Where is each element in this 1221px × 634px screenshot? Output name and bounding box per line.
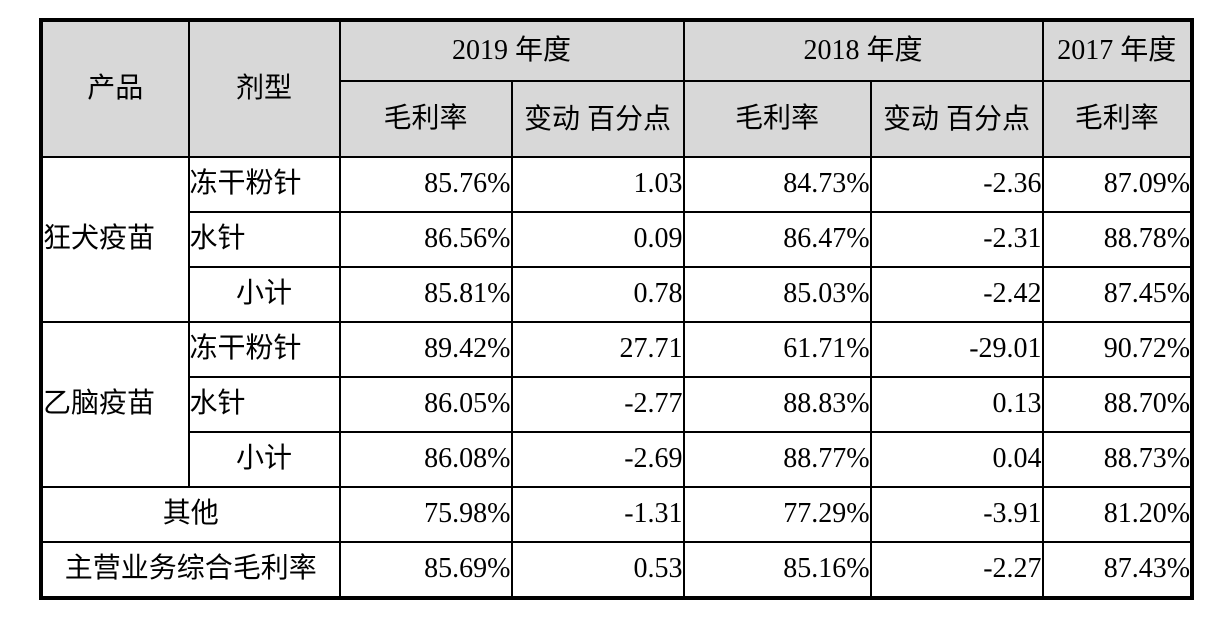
header-change-pp-2018: 变动 百分点 (869, 80, 1044, 158)
value-cell: 86.08% (338, 431, 513, 488)
header-year-2018: 2018 年度 (682, 19, 1044, 82)
value-cell: 86.47% (682, 211, 872, 268)
table-row: 水针 86.56% 0.09 86.47% -2.31 88.78% (42, 211, 1193, 268)
subtotal-label: 小计 (187, 266, 341, 323)
value-cell: -2.69 (510, 431, 685, 488)
header-product: 产品 (40, 19, 190, 158)
value-cell: 85.81% (338, 266, 513, 323)
value-cell: -1.31 (510, 486, 685, 543)
value-cell: -3.91 (869, 486, 1044, 543)
header-dosage: 剂型 (187, 19, 341, 158)
value-cell: 85.76% (338, 156, 513, 213)
value-cell: 77.29% (682, 486, 872, 543)
value-cell: 87.09% (1041, 156, 1193, 213)
value-cell: 87.43% (1041, 541, 1193, 599)
value-cell: 88.70% (1041, 376, 1193, 433)
header-row-years: 产品 剂型 2019 年度 2018 年度 2017 年度 (40, 19, 1193, 158)
value-cell: 85.03% (682, 266, 872, 323)
others-label: 其他 (40, 486, 341, 543)
total-row: 主营业务综合毛利率 85.69% 0.53 85.16% -2.27 87.43… (40, 541, 1193, 599)
header-gross-margin-2018: 毛利率 (682, 80, 872, 158)
table-row: 水针 86.05% -2.77 88.83% 0.13 88.70% (42, 376, 1193, 433)
value-cell: 88.78% (1041, 211, 1193, 268)
total-label: 主营业务综合毛利率 (40, 541, 341, 599)
value-cell: 88.77% (682, 431, 872, 488)
product-group-label: 乙脑疫苗 (40, 321, 190, 488)
value-cell: 84.73% (682, 156, 872, 213)
value-cell: -2.36 (869, 156, 1044, 213)
subtotal-label: 小计 (187, 431, 341, 488)
value-cell: 88.73% (1041, 431, 1193, 488)
dosage-cell: 水针 (187, 376, 341, 433)
header-year-2019: 2019 年度 (338, 19, 685, 82)
dosage-cell: 冻干粉针 (187, 156, 341, 213)
value-cell: 61.71% (682, 321, 872, 378)
table-row: 乙脑疫苗 冻干粉针 89.42% 27.71 61.71% -29.01 90.… (40, 321, 1193, 488)
value-cell: 85.16% (682, 541, 872, 599)
header-change-pp-2019: 变动 百分点 (510, 80, 685, 158)
dosage-cell: 水针 (187, 211, 341, 268)
value-cell: 87.45% (1041, 266, 1193, 323)
header-gross-margin-2019: 毛利率 (338, 80, 513, 158)
value-cell: 0.04 (869, 431, 1044, 488)
product-group-label: 狂犬疫苗 (40, 156, 190, 323)
gross-margin-table: 产品 剂型 2019 年度 2018 年度 2017 年度 毛利率 变动 百分点… (38, 18, 1195, 600)
value-cell: 89.42% (338, 321, 513, 378)
value-cell: 81.20% (1041, 486, 1193, 543)
value-cell: 1.03 (510, 156, 685, 213)
value-cell: 88.83% (682, 376, 872, 433)
value-cell: -2.27 (869, 541, 1044, 599)
value-cell: 85.69% (338, 541, 513, 599)
value-cell: 86.56% (338, 211, 513, 268)
value-cell: 0.09 (510, 211, 685, 268)
subtotal-row: 小计 86.08% -2.69 88.77% 0.04 88.73% (42, 431, 1193, 488)
value-cell: 0.13 (869, 376, 1044, 433)
value-cell: -2.42 (869, 266, 1044, 323)
value-cell: 0.53 (510, 541, 685, 599)
header-year-2017: 2017 年度 (1041, 19, 1193, 82)
value-cell: -2.31 (869, 211, 1044, 268)
value-cell: 27.71 (510, 321, 685, 378)
value-cell: 86.05% (338, 376, 513, 433)
dosage-cell: 冻干粉针 (187, 321, 341, 378)
value-cell: 75.98% (338, 486, 513, 543)
value-cell: 0.78 (510, 266, 685, 323)
header-gross-margin-2017: 毛利率 (1041, 80, 1193, 158)
header-row-metrics: 毛利率 变动 百分点 毛利率 变动 百分点 毛利率 (42, 80, 1193, 158)
value-cell: 90.72% (1041, 321, 1193, 378)
subtotal-row: 小计 85.81% 0.78 85.03% -2.42 87.45% (42, 266, 1193, 323)
value-cell: -2.77 (510, 376, 685, 433)
others-row: 其他 75.98% -1.31 77.29% -3.91 81.20% (40, 486, 1193, 543)
value-cell: -29.01 (869, 321, 1044, 378)
table-row: 狂犬疫苗 冻干粉针 85.76% 1.03 84.73% -2.36 87.09… (40, 156, 1193, 323)
